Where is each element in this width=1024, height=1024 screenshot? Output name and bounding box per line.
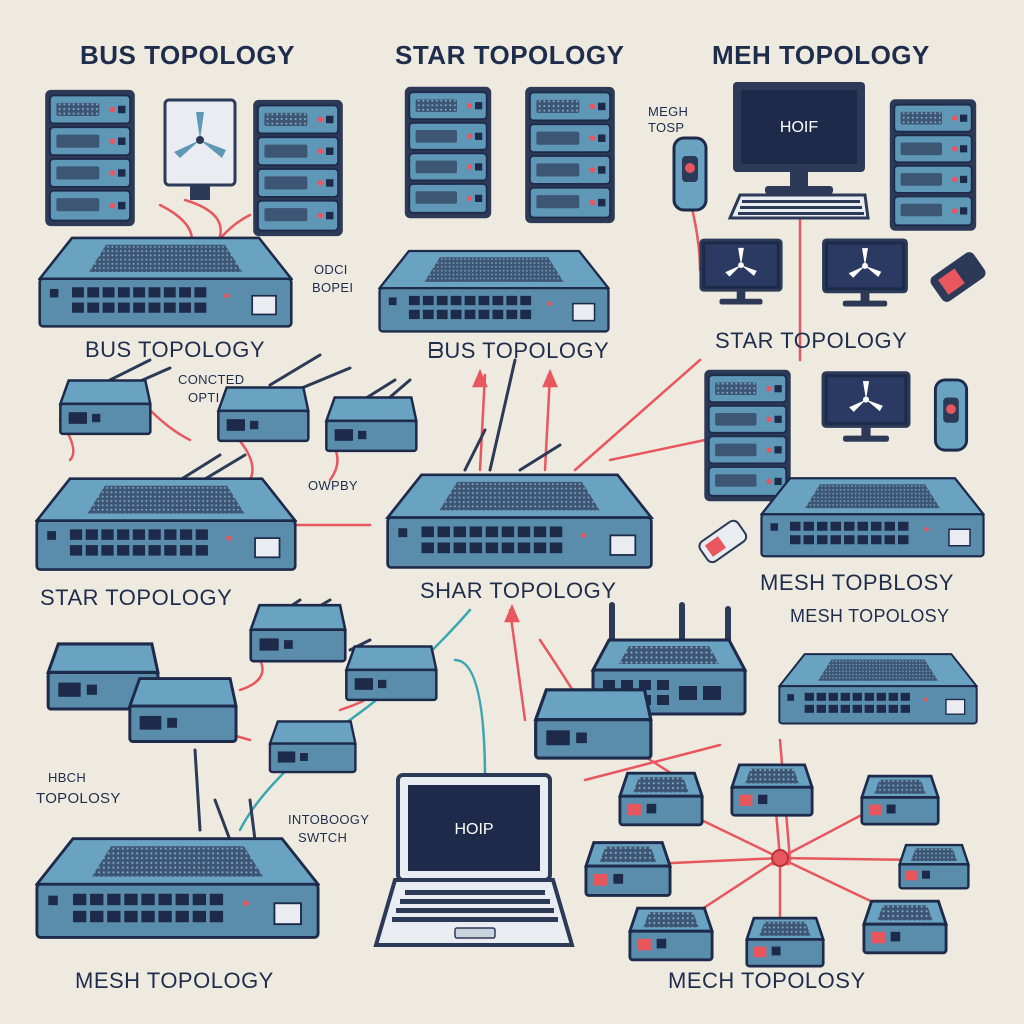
phone-icon xyxy=(930,252,986,302)
small-label-megh: MEGH xyxy=(648,104,689,119)
mesh-node-icon xyxy=(862,899,948,955)
title-bus-topology: BUS TOPOLOGY xyxy=(80,40,295,70)
laptop-icon: HOIP xyxy=(373,773,575,947)
label-mesh-topology-2: MESH TOPOLOSY xyxy=(790,606,950,626)
server-rack-icon xyxy=(44,88,136,228)
server-rack-icon xyxy=(252,98,344,238)
mesh-node-icon xyxy=(584,841,672,897)
server-rack-icon xyxy=(524,85,616,225)
phone-icon xyxy=(698,519,748,564)
adapter-icon xyxy=(533,688,653,760)
phone-icon xyxy=(672,136,708,212)
label-mesh-topology-1: MESH TOPBLOSY xyxy=(760,570,954,595)
label-bus-topology: BUS TOPOLOGY xyxy=(85,337,266,362)
adapter-icon xyxy=(249,603,347,663)
title-mesh-topology: MEH TOPOLOGY xyxy=(712,40,930,70)
server-rack-icon xyxy=(888,98,978,232)
adapter-icon xyxy=(325,396,418,453)
monitor-icon xyxy=(822,238,908,309)
small-label-hbch: HBCH xyxy=(48,770,87,785)
network-switch-icon xyxy=(35,836,320,940)
small-label-concted: CONCTED xyxy=(178,372,245,387)
adapter-icon xyxy=(128,676,238,744)
mesh-node-icon xyxy=(745,916,825,968)
network-switch-icon xyxy=(778,652,978,726)
monitor-icon xyxy=(821,371,911,444)
monitor-icon xyxy=(699,238,783,306)
small-label-swtch: SWTCH xyxy=(298,830,348,845)
label-mech-topology: MECH TOPOLOSY xyxy=(668,968,866,993)
small-label-odci: ODCI xyxy=(314,262,348,277)
adapter-icon xyxy=(59,379,152,436)
small-label-opti: OPTI xyxy=(188,390,220,405)
small-label-topolosy: TOPOLOSY xyxy=(36,790,121,807)
mesh-hub-icon xyxy=(771,849,789,867)
network-switch-icon xyxy=(378,249,610,333)
mesh-node-icon xyxy=(898,843,970,890)
mesh-node-icon xyxy=(628,906,714,962)
network-switch-icon xyxy=(760,477,985,558)
phone-icon xyxy=(933,378,969,452)
mesh-node-icon xyxy=(860,774,940,826)
network-switch-icon xyxy=(386,473,653,570)
mesh-node-icon xyxy=(618,771,704,827)
fan-display-icon xyxy=(163,98,237,200)
label-bus-topology-2: ᗷUS TOPOLOGY xyxy=(428,338,610,363)
keyboard-icon xyxy=(727,193,870,220)
network-switch-icon xyxy=(35,477,297,572)
adapter-icon xyxy=(344,645,438,702)
small-label-bopei: BOPEI xyxy=(312,280,354,295)
label-mesh-topology-3: MESH TOPOLOGY xyxy=(75,968,274,993)
monitor-screen-text: HOIF xyxy=(780,119,818,136)
adapter-icon xyxy=(217,386,310,443)
network-switch-icon xyxy=(38,236,293,328)
small-label-intoboogy: INTOBOOGY xyxy=(288,812,370,827)
server-rack-icon xyxy=(703,368,792,503)
server-rack-icon xyxy=(403,85,493,220)
small-label-tosp: TOSP xyxy=(648,120,685,135)
label-star-topology-2: STAR TOPOLOGY xyxy=(40,585,233,610)
label-star-topology: STAR TOPOLOGY xyxy=(715,328,908,353)
adapter-icon xyxy=(268,719,357,774)
label-shar-topology: SHAR TOPOLOGY xyxy=(420,578,617,603)
small-label-owpby: OWPBY xyxy=(308,478,358,493)
title-star-topology: STAR TOPOLOGY xyxy=(395,40,625,70)
devices: HOIF xyxy=(35,82,986,968)
mesh-node-icon xyxy=(730,763,814,817)
monitor-icon: HOIF xyxy=(733,82,865,194)
laptop-screen-text: HOIP xyxy=(454,821,493,838)
